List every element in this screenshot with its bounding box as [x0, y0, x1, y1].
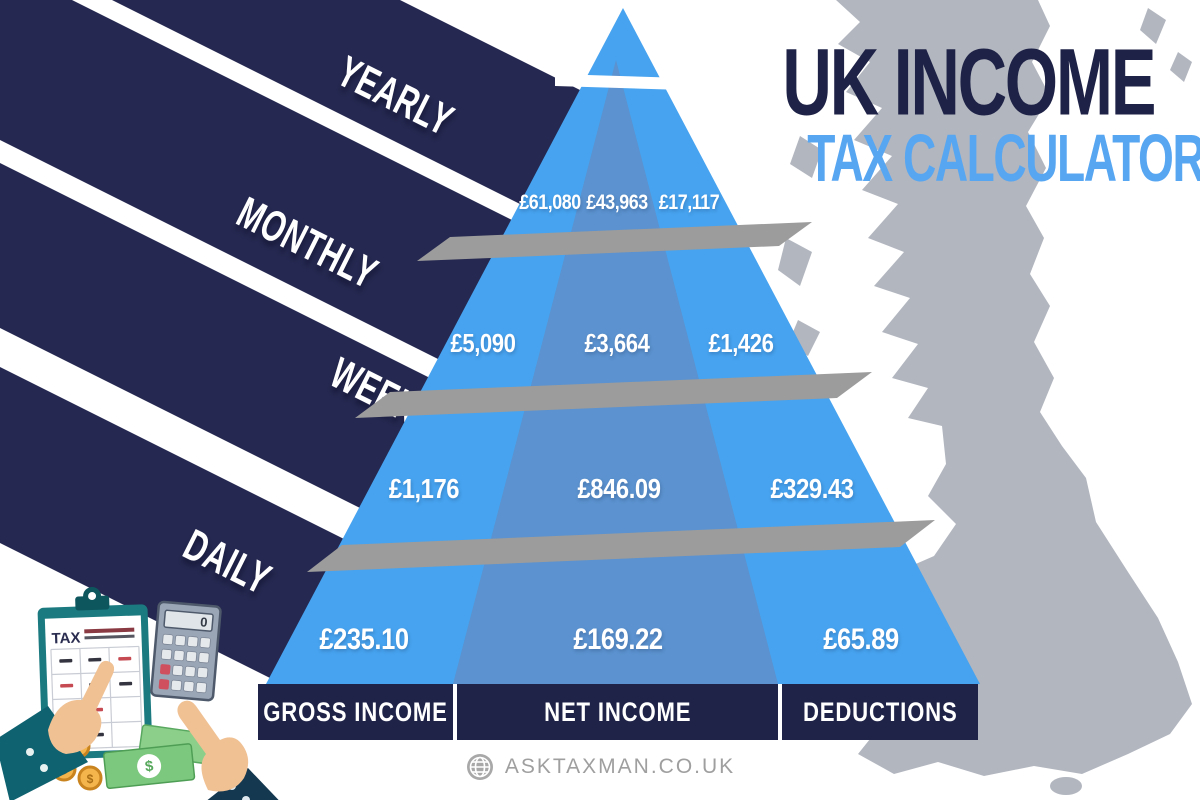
hebrides-island [790, 136, 822, 178]
orkney-island [1170, 52, 1192, 82]
tax-document-label: TAX [51, 629, 80, 647]
banknote: $ [103, 743, 196, 790]
separator-apex-gap [555, 74, 748, 92]
band-weekly [0, 163, 450, 553]
separator-slab-weekly-daily [307, 520, 935, 572]
pyramid-net-column [453, 60, 778, 684]
value-weekly-gross: £1,176 [389, 472, 459, 504]
svg-text:$: $ [87, 772, 94, 786]
site-footer: ASKTAXMAN.CO.UK [0, 752, 1200, 782]
column-deductions-label: DEDUCTIONS [802, 696, 958, 727]
separator-slab-monthly-weekly [355, 372, 872, 418]
hebrides-island [778, 238, 812, 286]
value-weekly-net: £846.09 [577, 472, 660, 504]
separator-slab-yearly-monthly [417, 222, 812, 261]
tax-illustration: TAX 0 [0, 587, 279, 800]
value-daily-net: £169.22 [573, 622, 662, 655]
title-line-1: UK INCOME [782, 28, 1156, 135]
band-yearly [112, 0, 600, 244]
right-hand [177, 700, 279, 800]
value-monthly-gross: £5,090 [450, 329, 515, 358]
globe-icon [466, 754, 493, 780]
column-gross-income-label: GROSS INCOME [263, 696, 448, 727]
value-monthly-deductions: £1,426 [708, 329, 773, 358]
isle-of-wight [1050, 777, 1082, 795]
column-header-bar: GROSS INCOME NET INCOME DEDUCTIONS [258, 684, 978, 740]
calculator-display: 0 [200, 614, 209, 630]
calculator-keys [158, 633, 211, 694]
value-yearly-net: £43,963 [586, 191, 648, 215]
value-monthly-net: £3,664 [584, 329, 650, 358]
band-monthly [0, 0, 540, 410]
value-daily-deductions: £65.89 [823, 622, 898, 655]
site-url: ASKTAXMAN.CO.UK [504, 755, 736, 778]
value-weekly-deductions: £329.43 [770, 472, 853, 504]
value-yearly-gross: £61,080 [519, 191, 581, 215]
value-yearly-deductions: £17,117 [659, 191, 720, 215]
band-daily [0, 367, 360, 723]
page-title: UK INCOME TAX CALCULATOR [730, 28, 1200, 191]
column-net-income-label: NET INCOME [543, 696, 692, 727]
calculator: 0 [150, 600, 222, 702]
value-daily-gross: £235.10 [319, 622, 408, 655]
column-deductions: DEDUCTIONS [778, 684, 978, 740]
title-line-2: TAX CALCULATOR [807, 119, 1200, 196]
column-net-income: NET INCOME [453, 684, 778, 740]
left-hand [0, 660, 115, 800]
dollar-icon: $ [144, 758, 155, 776]
column-gross-income: GROSS INCOME [258, 684, 453, 740]
shetland-island [1140, 8, 1166, 44]
